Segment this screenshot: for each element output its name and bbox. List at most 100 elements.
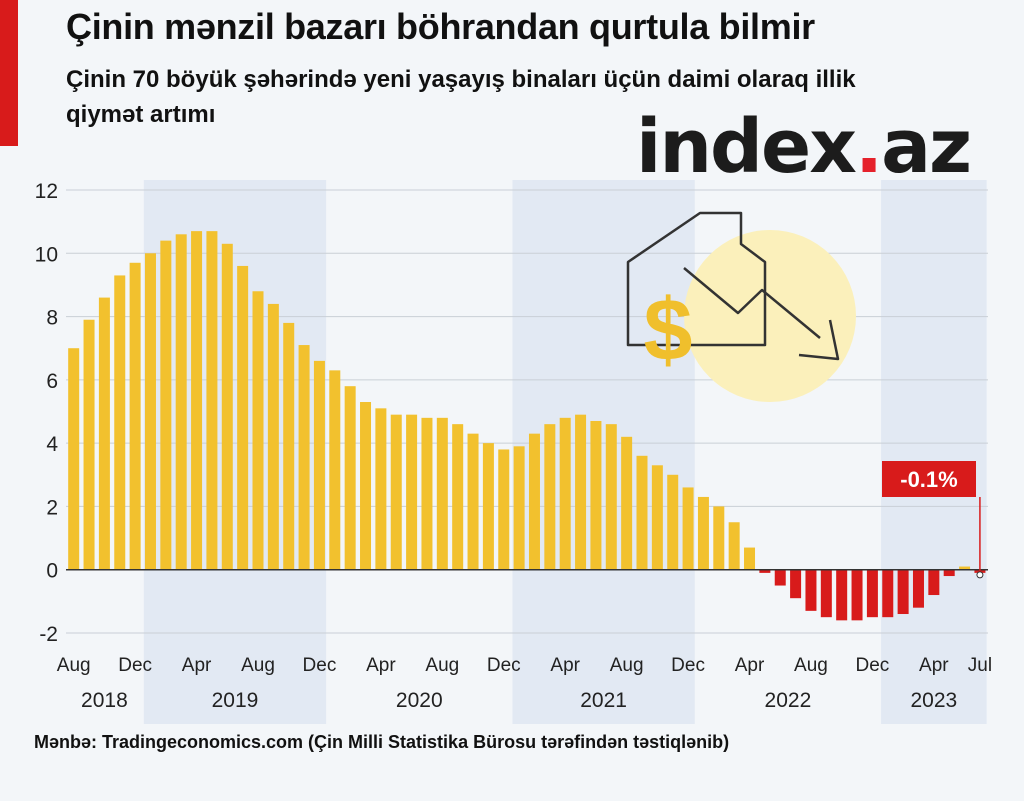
bar <box>390 414 402 570</box>
bar <box>175 234 187 570</box>
bars <box>68 231 986 621</box>
bar <box>528 433 540 570</box>
bar <box>237 265 249 570</box>
bar <box>452 424 464 570</box>
year-label: 2020 <box>396 689 443 712</box>
bar <box>83 319 95 570</box>
bar <box>421 417 433 570</box>
x-tick-label: Dec <box>118 655 152 676</box>
bar <box>651 465 663 570</box>
x-tick-label: Dec <box>303 655 337 676</box>
bar <box>513 446 525 570</box>
bar <box>313 360 325 570</box>
x-tick-label: Aug <box>794 655 828 676</box>
x-tick-label: Apr <box>182 655 212 676</box>
year-label: 2019 <box>212 689 259 712</box>
callout-marker <box>976 571 984 579</box>
house-price-drop-icon: $ <box>626 211 856 402</box>
x-tick-label: Aug <box>241 655 275 676</box>
x-axis-year-labels: 2018 2019 2020 2021 2022 2023 <box>81 689 957 712</box>
bar <box>605 424 617 570</box>
brand-logo: index.az <box>636 110 972 184</box>
down-trend-arrow-icon <box>683 267 821 339</box>
y-tick-label: 4 <box>46 433 58 456</box>
y-tick-label: 8 <box>46 307 58 330</box>
bar <box>252 291 264 570</box>
bar <box>744 547 756 570</box>
y-tick-label: 10 <box>35 243 58 266</box>
year-label: 2022 <box>765 689 812 712</box>
bar <box>697 496 709 570</box>
y-tick-label: 0 <box>46 560 58 583</box>
bar <box>114 275 126 570</box>
bar <box>559 417 571 570</box>
bar <box>866 569 878 618</box>
accent-bar <box>0 0 18 146</box>
bar <box>882 569 894 618</box>
bar <box>897 569 909 615</box>
chart-subtitle: Çinin 70 böyük şəhərində yeni yaşayış bi… <box>66 66 856 128</box>
logo-part-1: index <box>636 104 857 190</box>
bar <box>590 420 602 570</box>
bar <box>298 345 310 570</box>
y-tick-label: -2 <box>39 623 58 646</box>
bar <box>221 243 233 570</box>
bar <box>283 322 295 570</box>
bar <box>191 231 203 570</box>
bar <box>575 414 587 570</box>
year-label: 2021 <box>580 689 627 712</box>
bar <box>129 262 141 570</box>
bar <box>943 569 955 577</box>
bar <box>713 506 725 570</box>
callout-label: -0.1% <box>900 467 957 492</box>
year-band <box>881 180 987 724</box>
bar <box>836 569 848 621</box>
bar <box>144 253 156 570</box>
x-tick-label: Apr <box>735 655 765 676</box>
year-label: 2023 <box>910 689 957 712</box>
source-note: Mənbə: Tradingeconomics.com (Çin Milli S… <box>34 732 730 752</box>
bar <box>636 455 648 570</box>
bar <box>912 569 924 608</box>
chart-title: Çinin mənzil bazarı böhrandan qurtula bi… <box>66 6 815 47</box>
x-tick-label: Aug <box>610 655 644 676</box>
bar <box>790 569 802 599</box>
x-tick-label: Aug <box>425 655 459 676</box>
y-axis-labels: -2 0 2 4 6 8 10 12 <box>35 180 59 646</box>
bar <box>436 417 448 570</box>
bar <box>774 569 786 586</box>
bar <box>544 424 556 570</box>
bar <box>667 474 679 570</box>
house-outline <box>626 211 767 347</box>
bar <box>206 231 218 570</box>
callout-box <box>882 461 976 497</box>
x-tick-label: Dec <box>856 655 890 676</box>
bar <box>267 303 279 570</box>
bar <box>728 522 740 570</box>
bar <box>329 370 341 570</box>
bar <box>68 348 80 570</box>
bar <box>759 569 771 573</box>
bar <box>959 566 971 570</box>
bar <box>682 487 694 570</box>
bar <box>820 569 832 618</box>
bar <box>360 402 372 570</box>
bar <box>621 436 633 570</box>
logo-part-2: az <box>881 104 972 190</box>
bar <box>851 569 863 621</box>
last-value-callout: -0.1% <box>882 461 984 579</box>
x-tick-label: Jul <box>968 655 992 676</box>
dollar-icon: $ <box>644 280 693 379</box>
sun-circle <box>684 230 856 402</box>
x-tick-label: Aug <box>57 655 91 676</box>
bar <box>98 297 110 570</box>
x-tick-label: Dec <box>487 655 521 676</box>
bar <box>928 569 940 596</box>
logo-dot: . <box>854 104 883 190</box>
y-tick-label: 6 <box>46 370 58 393</box>
year-label: 2018 <box>81 689 128 712</box>
x-axis-month-labels: Aug Dec Apr Aug Dec Apr Aug Dec Apr Aug Dec Apr Aug D… <box>57 655 992 676</box>
bar <box>344 386 356 570</box>
bar <box>498 449 510 570</box>
